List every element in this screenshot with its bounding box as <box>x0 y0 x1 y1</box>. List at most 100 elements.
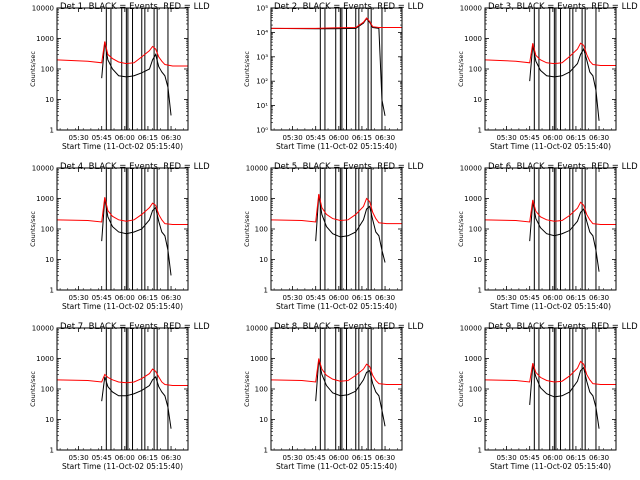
y-tick-label: 10⁴ <box>256 29 268 37</box>
y-axis-label: Counts/sec <box>243 51 251 87</box>
events-series-line <box>529 45 600 121</box>
panel-1: Det 1, BLACK = Events, RED = LLD 1 10 100 10… <box>29 2 210 151</box>
x-axis-label: Start Time (11-Oct-02 05:15:40) <box>62 142 183 151</box>
x-axis-label: Start Time (11-Oct-02 05:15:40) <box>490 302 611 311</box>
y-tick-label: 100 <box>255 226 268 234</box>
plot-frame <box>484 167 617 291</box>
y-tick-label: 10 <box>473 96 482 104</box>
y-tick-label: 1000 <box>250 195 268 203</box>
y-tick-label: 10³ <box>256 53 268 61</box>
panel-title: Det 5, BLACK = Events, RED = LLD <box>274 162 424 172</box>
y-tick-label: 1 <box>264 287 268 295</box>
y-tick-label: 1000 <box>464 195 482 203</box>
y-tick-label: 1000 <box>36 35 54 43</box>
x-tick-label: 05:45 <box>520 454 540 462</box>
x-tick-label: 06:00 <box>115 454 135 462</box>
panel-6: Det 6, BLACK = Events, RED = LLD 1 10 100 10… <box>457 162 638 311</box>
events-series-line <box>529 201 600 272</box>
events-series-line <box>101 375 172 429</box>
y-tick-label: 1000 <box>464 355 482 363</box>
x-tick-label: 05:45 <box>306 454 326 462</box>
y-axis-label: Counts/sec <box>457 51 465 87</box>
x-tick-label: 05:45 <box>92 294 112 302</box>
x-tick-label: 06:30 <box>375 454 395 462</box>
y-tick-label: 10 <box>473 416 482 424</box>
x-axis-label: Start Time (11-Oct-02 05:15:40) <box>276 462 397 471</box>
y-axis-label: Counts/sec <box>457 371 465 407</box>
x-tick-label: 06:00 <box>115 294 135 302</box>
x-tick-label: 06:15 <box>138 454 158 462</box>
lld-series-line <box>271 17 402 29</box>
y-tick-label: 1 <box>50 287 54 295</box>
x-axis-label: Start Time (11-Oct-02 05:15:40) <box>62 462 183 471</box>
panel-title: Det 9, BLACK = Events, RED = LLD <box>488 322 638 332</box>
x-tick-label: 06:30 <box>375 294 395 302</box>
y-tick-label: 1000 <box>464 35 482 43</box>
events-series-line <box>315 194 386 263</box>
plot-frame <box>484 7 617 131</box>
x-tick-label: 06:00 <box>329 134 349 142</box>
panel-2: Det 2, BLACK = Events, RED = LLD 10⁰ 10¹ 10… <box>243 2 424 151</box>
x-tick-label: 05:45 <box>306 294 326 302</box>
x-tick-label: 06:15 <box>566 134 586 142</box>
panel-title: Det 7, BLACK = Events, RED = LLD <box>60 322 210 332</box>
y-tick-label: 10 <box>259 416 268 424</box>
y-tick-label: 10000 <box>460 5 482 13</box>
lld-series-line <box>57 197 188 226</box>
y-axis-label: Counts/sec <box>243 211 251 247</box>
y-tick-label: 10 <box>45 256 54 264</box>
y-tick-label: 1000 <box>36 195 54 203</box>
y-tick-label: 1000 <box>250 355 268 363</box>
y-tick-label: 10 <box>259 256 268 264</box>
x-tick-label: 06:00 <box>543 454 563 462</box>
x-tick-label: 05:30 <box>68 134 88 142</box>
panel-title: Det 6, BLACK = Events, RED = LLD <box>488 162 638 172</box>
x-tick-label: 06:00 <box>329 454 349 462</box>
panel-title: Det 1, BLACK = Events, RED = LLD <box>60 2 210 12</box>
y-tick-label: 100 <box>255 386 268 394</box>
y-tick-label: 100 <box>469 226 482 234</box>
x-axis-label: Start Time (11-Oct-02 05:15:40) <box>276 302 397 311</box>
x-tick-label: 05:30 <box>282 454 302 462</box>
x-axis-label: Start Time (11-Oct-02 05:15:40) <box>276 142 397 151</box>
x-tick-label: 06:15 <box>352 294 372 302</box>
y-tick-label: 100 <box>41 386 54 394</box>
x-tick-label: 06:30 <box>161 454 181 462</box>
y-tick-label: 1 <box>50 447 54 455</box>
y-tick-label: 10000 <box>460 325 482 333</box>
x-tick-label: 05:30 <box>496 134 516 142</box>
y-tick-label: 100 <box>469 66 482 74</box>
y-tick-label: 10 <box>45 96 54 104</box>
y-tick-label: 10000 <box>460 165 482 173</box>
x-tick-label: 06:15 <box>352 134 372 142</box>
plot-frame <box>270 7 403 131</box>
lld-series-line <box>485 199 616 226</box>
plot-frame <box>270 167 403 291</box>
plot-frame <box>56 167 189 291</box>
y-tick-label: 1 <box>50 127 54 135</box>
x-tick-label: 06:00 <box>543 294 563 302</box>
plot-frame <box>56 327 189 451</box>
y-tick-label: 100 <box>469 386 482 394</box>
x-tick-label: 06:15 <box>566 454 586 462</box>
panel-3: Det 3, BLACK = Events, RED = LLD 1 10 100 10… <box>457 2 638 151</box>
y-tick-label: 10² <box>256 78 268 86</box>
x-tick-label: 06:00 <box>115 134 135 142</box>
y-tick-label: 10000 <box>32 325 54 333</box>
plot-frame <box>56 7 189 131</box>
x-axis-label: Start Time (11-Oct-02 05:15:40) <box>62 302 183 311</box>
panel-5: Det 5, BLACK = Events, RED = LLD 1 10 100 10… <box>243 162 424 311</box>
y-axis-label: Counts/sec <box>29 211 37 247</box>
x-tick-label: 06:15 <box>138 294 158 302</box>
x-tick-label: 05:30 <box>282 294 302 302</box>
x-tick-label: 05:30 <box>496 454 516 462</box>
y-tick-label: 10⁰ <box>256 127 268 135</box>
x-tick-label: 05:45 <box>520 134 540 142</box>
x-tick-label: 06:15 <box>138 134 158 142</box>
y-tick-label: 100 <box>41 66 54 74</box>
x-tick-label: 05:45 <box>520 294 540 302</box>
x-tick-label: 05:45 <box>306 134 326 142</box>
panel-7: Det 7, BLACK = Events, RED = LLD 1 10 100 10… <box>29 322 210 471</box>
panel-title: Det 2, BLACK = Events, RED = LLD <box>274 2 424 12</box>
x-tick-label: 05:30 <box>282 134 302 142</box>
